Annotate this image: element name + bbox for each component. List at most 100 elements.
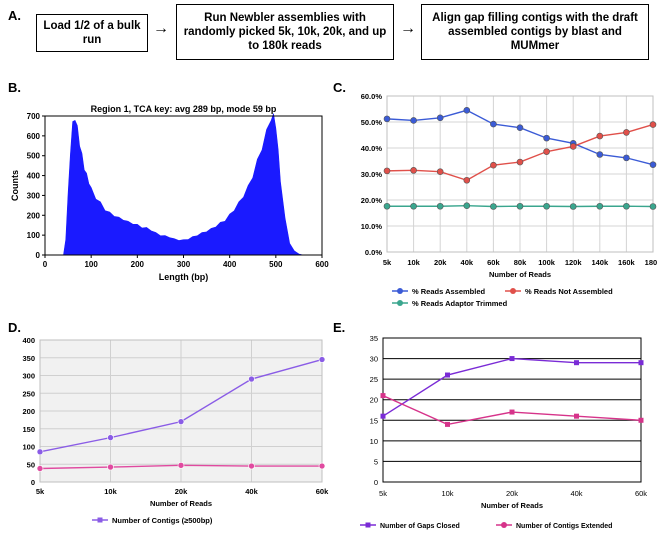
chart-e-ytick-label: 10 <box>370 437 378 446</box>
panel-label-d: D. <box>8 320 21 335</box>
chart-c-point <box>649 161 657 168</box>
chart-b-xtick-label: 0 <box>43 260 48 269</box>
chart-c-ytick-label: 40.0% <box>361 144 383 153</box>
chart-d-ytick-label: 300 <box>22 372 35 381</box>
chart-e-ytick-label: 25 <box>370 375 378 384</box>
chart-c-point <box>596 151 604 158</box>
chart-c-ytick-label: 50.0% <box>361 118 383 127</box>
chart-d-xtick-label: 60k <box>316 487 329 496</box>
panel-label-b: B. <box>8 80 21 95</box>
chart-c-point <box>383 115 391 123</box>
chart-c-xtick-label: 100k <box>538 258 556 267</box>
chart-e-xtick-label: 20k <box>506 489 518 498</box>
chart-c-legend-marker <box>397 288 403 294</box>
chart-d-ytick-label: 50 <box>27 460 35 469</box>
chart-c-ytick-label: 30.0% <box>361 170 383 179</box>
chart-b-ytick-label: 200 <box>27 211 41 220</box>
chart-c-point <box>649 121 657 128</box>
panel-label-a: A. <box>8 8 21 23</box>
chart-c-point <box>463 202 471 210</box>
chart-c-point <box>383 202 391 210</box>
chart-b-ytick-label: 0 <box>36 251 41 260</box>
chart-c-xtick-label: 120k <box>565 258 583 267</box>
chart-b-xtick-label: 100 <box>84 260 98 269</box>
flow-arrow-2: → <box>400 20 416 37</box>
chart-e-point <box>445 372 450 378</box>
chart-d-xtick-label: 10k <box>104 487 117 496</box>
chart-d-xtick-label: 40k <box>245 487 258 496</box>
chart-d-point <box>318 462 326 470</box>
chart-b-xtick-label: 600 <box>315 260 329 269</box>
chart-c-point <box>569 203 577 210</box>
chart-e-point <box>638 417 644 423</box>
chart-c-legend-marker <box>397 300 403 306</box>
chart-c-point <box>490 203 497 210</box>
flow-box-newbler: Run Newbler assemblies with randomly pic… <box>176 4 394 60</box>
chart-c-ytick-label: 20.0% <box>361 196 383 205</box>
chart-b-xlabel: Length (bp) <box>159 272 208 282</box>
chart-d-point <box>36 465 44 472</box>
chart-c-point <box>383 167 391 175</box>
chart-c-legend-label: % Reads Not Assembled <box>525 287 613 296</box>
chart-e-ytick-label: 30 <box>370 355 378 364</box>
chart-c-point <box>436 168 444 175</box>
chart-e-ytick-label: 0 <box>374 478 378 487</box>
chart-c-xtick-label: 20k <box>434 258 447 267</box>
chart-c-xtick-label: 5k <box>383 258 392 267</box>
chart-c-point <box>649 203 657 210</box>
chart-c-point <box>543 148 550 155</box>
chart-e-point <box>574 413 579 419</box>
chart-e-xtick-label: 40k <box>570 489 582 498</box>
chart-d-point <box>107 463 114 471</box>
panel-label-e: E. <box>333 320 346 335</box>
chart-c-xtick-label: 40k <box>461 258 474 267</box>
chart-c-xlabel: Number of Reads <box>489 270 551 279</box>
chart-b-xtick-label: 200 <box>131 260 145 269</box>
chart-c-point <box>623 202 630 210</box>
chart-d-ytick-label: 200 <box>22 407 35 416</box>
chart-d-xtick-label: 5k <box>36 487 45 496</box>
chart-b-ytick-label: 600 <box>27 132 41 141</box>
chart-b-title: Region 1, TCA key: avg 289 bp, mode 59 b… <box>91 104 277 114</box>
chart-c-xtick-label: 160k <box>618 258 636 267</box>
chart-b-xtick-label: 500 <box>269 260 283 269</box>
chart-d-point <box>107 434 114 441</box>
chart-d-point <box>177 418 185 425</box>
chart-e-point <box>638 360 644 366</box>
chart-d-point <box>36 448 44 456</box>
chart-d-ytick-label: 250 <box>22 389 35 398</box>
chart-b-ytick-label: 700 <box>27 112 41 121</box>
chart-c-point <box>623 154 630 162</box>
chart-d-point <box>248 375 255 383</box>
chart-c-point <box>543 202 550 210</box>
chart-e-point <box>380 413 386 419</box>
chart-c-ytick-label: 10.0% <box>361 222 383 231</box>
chart-c-point <box>516 158 524 166</box>
chart-b-xtick-label: 400 <box>223 260 237 269</box>
chart-c-point <box>436 114 444 122</box>
chart-d-ytick-label: 350 <box>22 354 35 363</box>
chart-e-point <box>509 356 515 362</box>
chart-e-legend-marker <box>501 522 507 528</box>
chart-e-legend-marker <box>365 522 371 528</box>
chart-b-ytick-label: 300 <box>27 191 41 200</box>
chart-d-frame <box>39 339 323 483</box>
chart-c-legend-label: % Reads Adaptor Trimmed <box>412 299 508 308</box>
chart-e-xtick-label: 10k <box>441 489 453 498</box>
chart-e-ytick-label: 15 <box>370 416 378 425</box>
chart-c-point <box>543 134 550 142</box>
chart-d-point <box>248 462 255 470</box>
chart-e-legend-label: Number of Gaps Closed <box>380 523 460 530</box>
chart-d-ytick-label: 400 <box>22 336 35 345</box>
chart-c-point <box>490 120 497 128</box>
chart-c-legend-marker <box>510 288 516 294</box>
chart-d-ytick-label: 0 <box>31 478 35 487</box>
chart-c-ytick-label: 0.0% <box>365 248 382 257</box>
chart-d-ytick-label: 150 <box>22 425 35 434</box>
chart-c-xtick-label: 80k <box>514 258 527 267</box>
chart-c-point <box>516 202 524 210</box>
chart-c-point <box>410 202 417 210</box>
chart-c-point <box>623 129 630 136</box>
chart-e-ytick-label: 35 <box>370 334 378 343</box>
